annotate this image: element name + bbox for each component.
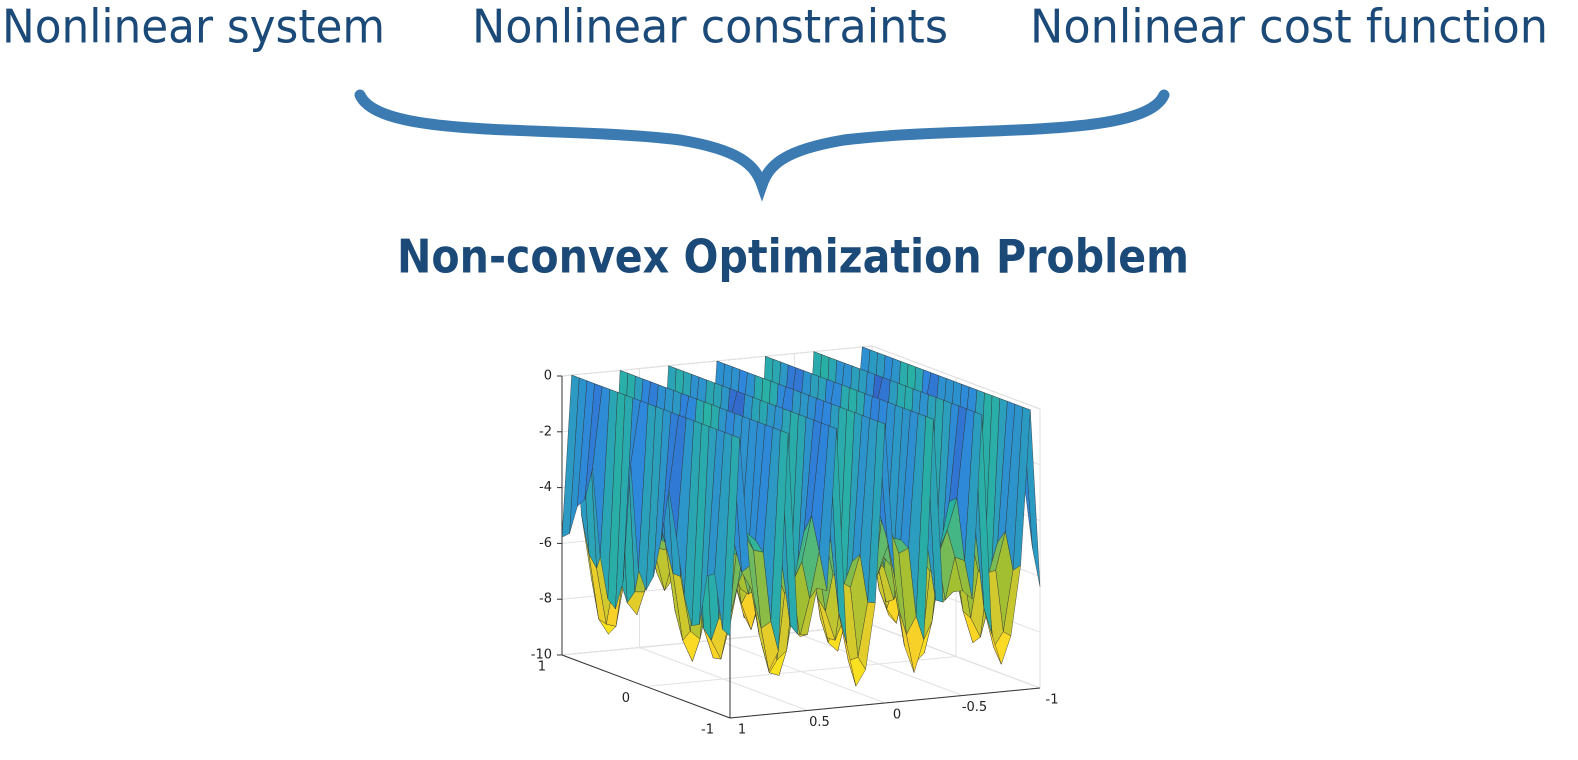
y-tick-label: -1: [701, 723, 714, 738]
surface-plot: 0-2-4-6-8-101 0.5 0 -0.5 -110-1: [531, 345, 1059, 738]
label: Nonlinear cost function: [1030, 0, 1548, 54]
z-tick-label: -2: [539, 424, 552, 439]
x-tick-label: -1: [1046, 693, 1059, 708]
x-tick-label: 0.5: [809, 715, 830, 730]
x-tick-label: 0: [893, 708, 901, 723]
surface-patch: [722, 434, 740, 637]
label: Nonlinear system: [2, 0, 385, 54]
z-tick-label: -4: [539, 480, 552, 495]
z-tick-label: 0: [544, 369, 552, 384]
label: Nonlinear constraints: [472, 0, 948, 54]
z-tick-label: -6: [539, 536, 552, 551]
y-tick-label: 0: [622, 691, 630, 706]
brace: [354, 89, 1170, 202]
axis-line: [729, 687, 1041, 719]
x-tick-label: 1: [738, 723, 746, 738]
z-tick-label: -10: [531, 648, 552, 663]
x-tick-label: -0.5: [962, 700, 987, 715]
y-tick-label: 1: [538, 660, 546, 675]
z-tick-label: -8: [539, 592, 552, 607]
axis-line: [561, 654, 731, 719]
title: Non-convex Optimization Problem: [397, 230, 1189, 284]
